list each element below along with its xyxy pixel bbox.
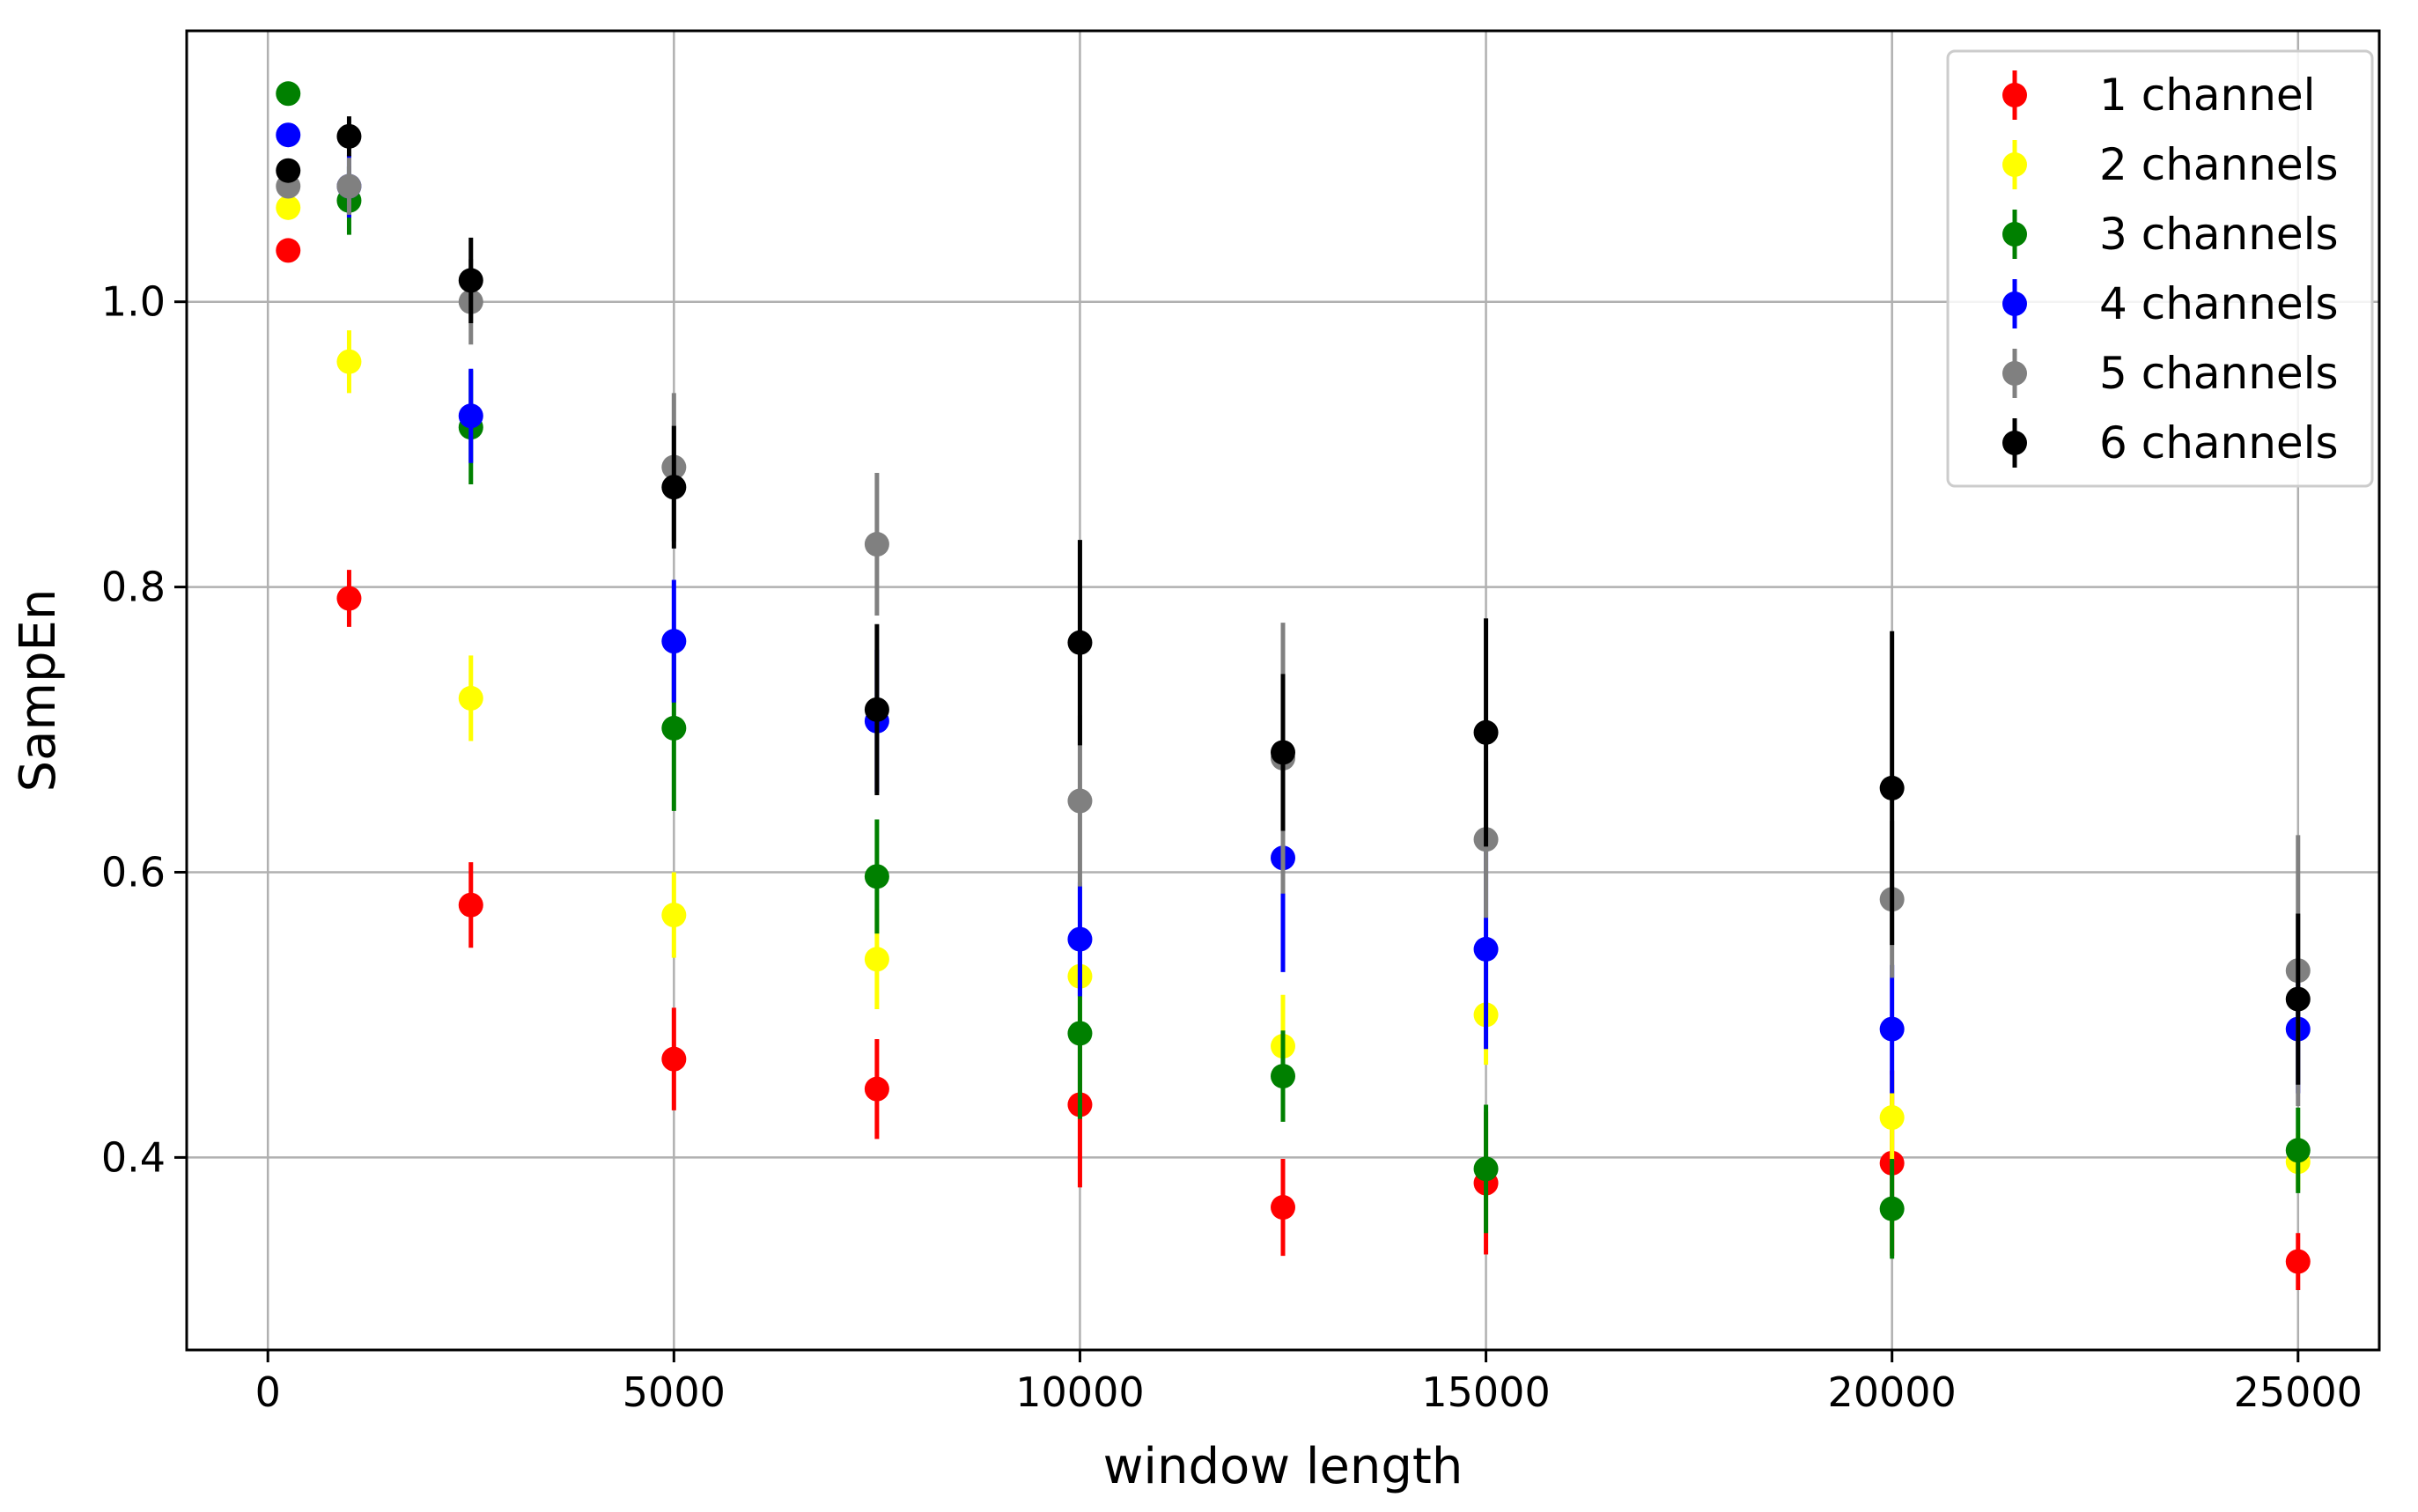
data-point — [864, 947, 889, 972]
x-tick-label: 20000 — [1827, 1368, 1956, 1416]
legend-box — [1946, 49, 2374, 488]
data-point — [1473, 719, 1499, 745]
data-point — [336, 123, 362, 149]
legend-label: 1 channel — [2099, 70, 2316, 121]
data-point — [1473, 1156, 1499, 1182]
data-point — [661, 475, 687, 500]
data-point — [458, 268, 483, 293]
data-point — [1271, 1195, 1295, 1221]
data-point — [1879, 1016, 1905, 1042]
legend-marker — [2002, 431, 2027, 455]
data-point — [276, 158, 301, 183]
data-point — [1473, 936, 1499, 962]
y-axis-label: SampEn — [10, 589, 67, 793]
x-tick-label: 25000 — [2234, 1368, 2363, 1416]
data-point — [1879, 1196, 1905, 1221]
legend-item: 5 channels — [2002, 348, 2339, 399]
series-2 — [276, 195, 2311, 1191]
data-point — [1067, 926, 1093, 952]
data-point — [864, 697, 889, 722]
data-point — [1271, 740, 1295, 765]
data-point — [864, 532, 889, 557]
legend-item: 6 channels — [2002, 417, 2339, 468]
legend-marker — [2002, 222, 2027, 247]
data-point — [1879, 1105, 1905, 1131]
plot-area — [276, 81, 2311, 1290]
data-point — [336, 586, 362, 611]
legend-item: 3 channels — [2002, 209, 2339, 260]
data-point — [1067, 1021, 1093, 1046]
legend-item: 2 channels — [2002, 139, 2339, 190]
data-point — [2285, 986, 2311, 1012]
data-point — [336, 349, 362, 374]
data-point — [2285, 1138, 2311, 1163]
y-axis: 0.4 0.6 0.8 1.0 — [101, 278, 187, 1181]
data-point — [661, 715, 687, 741]
data-point — [458, 892, 483, 918]
y-tick-label: 0.4 — [101, 1133, 166, 1181]
y-tick-label: 1.0 — [101, 278, 166, 326]
legend-item: 4 channels — [2002, 278, 2339, 329]
data-point — [661, 903, 687, 928]
data-point — [458, 403, 483, 429]
data-point — [276, 122, 301, 148]
legend: 1 channel 2 channels 3 channels 4 channels 5… — [1946, 49, 2374, 488]
legend-marker — [2002, 152, 2027, 177]
y-tick-label: 0.6 — [101, 848, 166, 896]
data-point — [864, 1076, 889, 1102]
data-point — [661, 1046, 687, 1072]
x-axis: 0 5000 10000 15000 20000 25000 — [255, 1350, 2363, 1416]
y-tick-label: 0.8 — [101, 564, 166, 611]
data-point — [1271, 1064, 1295, 1089]
x-tick-label: 5000 — [623, 1368, 726, 1416]
data-point — [276, 238, 301, 263]
data-point — [336, 173, 362, 199]
data-point — [1067, 788, 1093, 814]
legend-label: 6 channels — [2099, 417, 2339, 468]
plot-frame — [185, 29, 2381, 1352]
data-point — [276, 195, 301, 220]
data-point — [2285, 1249, 2311, 1274]
data-point — [1067, 630, 1093, 655]
legend-label: 5 channels — [2099, 348, 2339, 399]
x-tick-label: 15000 — [1421, 1368, 1550, 1416]
data-point — [661, 629, 687, 654]
data-point — [864, 864, 889, 889]
data-point — [1879, 775, 1905, 800]
x-tick-label: 0 — [255, 1368, 281, 1416]
data-point — [276, 81, 301, 107]
data-point — [458, 685, 483, 711]
legend-marker — [2002, 291, 2027, 316]
legend-label: 3 channels — [2099, 209, 2339, 260]
legend-label: 4 channels — [2099, 278, 2339, 329]
legend-marker — [2002, 83, 2027, 107]
x-axis-label: window length — [1103, 1438, 1463, 1495]
series-6 — [276, 116, 2311, 1085]
legend-item: 1 channel — [2002, 70, 2316, 121]
legend-marker — [2002, 361, 2027, 386]
legend-label: 2 channels — [2099, 139, 2339, 190]
x-tick-label: 10000 — [1015, 1368, 1144, 1416]
